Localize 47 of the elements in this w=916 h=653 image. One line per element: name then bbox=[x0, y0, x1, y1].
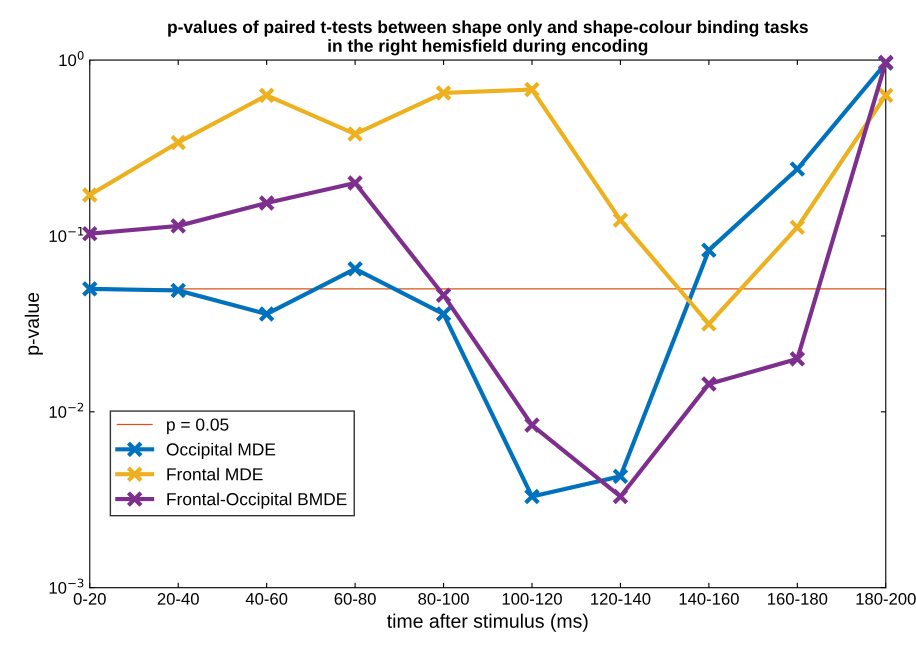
x-tick-label: 180-200 bbox=[856, 593, 916, 605]
point bbox=[258, 306, 275, 322]
x-tick-label: 20-40 bbox=[158, 593, 199, 605]
x-tick-label: 0-20 bbox=[74, 593, 106, 605]
point bbox=[877, 87, 894, 104]
x-tick-label: 60-80 bbox=[334, 593, 376, 605]
legend-label: Frontal MDE bbox=[167, 468, 263, 480]
point bbox=[170, 134, 187, 151]
x-tick-label: 100-120 bbox=[502, 593, 562, 605]
point bbox=[524, 81, 540, 98]
y-tick-label: 10$^{0}$ bbox=[60, 50, 84, 66]
point bbox=[346, 260, 364, 278]
legend-label: Occipital MDE bbox=[166, 442, 276, 460]
point bbox=[700, 376, 718, 392]
point bbox=[612, 212, 629, 228]
y-axis-title: p-value bbox=[24, 292, 43, 355]
point bbox=[700, 242, 718, 259]
x-tick-label: 80-100 bbox=[418, 593, 469, 605]
point bbox=[524, 488, 540, 505]
y-tick-label: 10$^{−1}$ bbox=[50, 226, 84, 242]
legend-label: p = 0.05 bbox=[167, 418, 228, 434]
x-tick-label: 140-160 bbox=[680, 593, 739, 605]
point bbox=[258, 194, 275, 212]
point bbox=[258, 87, 275, 104]
point bbox=[81, 280, 98, 298]
y-tick-label: 10$^{−3}$ bbox=[50, 578, 84, 594]
point bbox=[788, 218, 806, 236]
point bbox=[612, 468, 629, 485]
point bbox=[81, 186, 98, 204]
point bbox=[435, 84, 452, 102]
point bbox=[788, 350, 806, 368]
point bbox=[788, 160, 806, 178]
point bbox=[346, 126, 364, 142]
x-axis-title: time after stimulus (ms) bbox=[387, 614, 588, 632]
x-tick-label: 120-140 bbox=[591, 593, 650, 605]
x-tick-label: 40-60 bbox=[246, 593, 288, 605]
point bbox=[170, 282, 187, 299]
point bbox=[170, 218, 187, 234]
point bbox=[346, 174, 364, 192]
point bbox=[435, 286, 452, 304]
y-tick-label: 10$^{−2}$ bbox=[50, 402, 84, 418]
chart-title: p-values of paired t-tests between shape only and shape-colour binding tasks in the right hemisfield during encoding bbox=[168, 20, 808, 56]
point bbox=[524, 416, 540, 434]
x-tick-label: 160-180 bbox=[768, 593, 828, 605]
point bbox=[435, 306, 452, 322]
point bbox=[612, 488, 629, 505]
legend-label: Frontal-Occipital BMDE bbox=[167, 492, 347, 509]
